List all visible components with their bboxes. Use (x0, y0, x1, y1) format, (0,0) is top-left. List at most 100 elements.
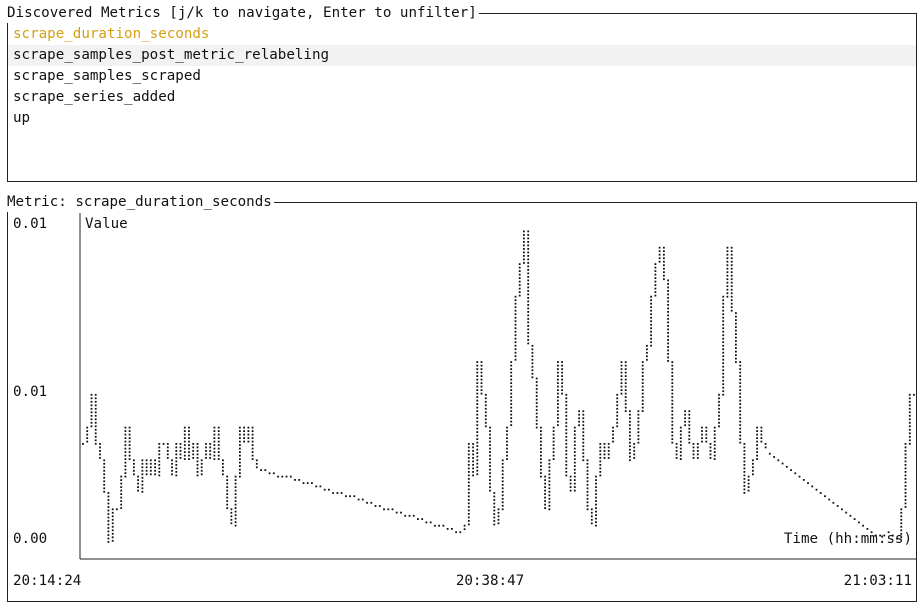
data-point (527, 258, 530, 261)
data-point (489, 454, 491, 457)
data-point (200, 459, 203, 462)
data-point (149, 469, 152, 472)
data-point (735, 350, 737, 353)
data-point (476, 448, 479, 451)
metric-item[interactable]: scrape_series_added (13, 89, 176, 105)
data-point (658, 250, 661, 253)
data-point (595, 493, 597, 495)
data-point (438, 524, 440, 527)
data-point (557, 410, 559, 412)
data-point (565, 397, 568, 400)
data-point (158, 464, 161, 466)
data-point (616, 404, 619, 407)
data-point (234, 479, 237, 481)
data-point (209, 443, 212, 445)
data-point (641, 403, 644, 405)
metric-item[interactable]: scrape_samples_scraped (13, 68, 201, 84)
data-point (713, 447, 716, 450)
metric-item[interactable]: scrape_samples_post_metric_relabeling (8, 45, 916, 66)
data-point (239, 468, 241, 471)
data-point (128, 454, 131, 457)
data-point (510, 375, 513, 377)
data-point (366, 501, 368, 504)
data-point (137, 482, 139, 485)
data-point (900, 515, 903, 518)
data-point (535, 391, 538, 394)
data-point (501, 494, 504, 497)
data-point (315, 485, 318, 488)
data-point (239, 472, 241, 474)
data-point (701, 437, 703, 439)
data-point (192, 450, 195, 452)
data-point (663, 246, 665, 249)
data-point (527, 342, 530, 345)
data-point (166, 450, 169, 452)
data-point (183, 447, 186, 450)
data-point (205, 453, 207, 456)
data-point (557, 375, 559, 377)
data-point (561, 389, 563, 391)
data-point (582, 452, 585, 455)
data-point (722, 330, 725, 333)
data-point (548, 480, 551, 483)
data-point (196, 464, 199, 466)
data-point (476, 413, 479, 416)
data-point (501, 469, 504, 472)
data-point (624, 399, 627, 402)
data-point (671, 385, 674, 388)
data-point (484, 400, 487, 403)
metric-item[interactable]: up (13, 110, 31, 126)
data-point (667, 356, 669, 359)
data-point (192, 453, 195, 456)
data-point (107, 492, 110, 494)
data-point (624, 389, 627, 391)
data-point (557, 399, 559, 402)
data-point (586, 459, 589, 462)
data-point (739, 399, 742, 402)
metric-item[interactable]: scrape_duration_seconds (13, 26, 210, 42)
data-point (637, 413, 640, 416)
data-point (145, 469, 148, 472)
data-point (688, 424, 691, 427)
data-point (217, 440, 220, 443)
data-point (467, 485, 470, 487)
data-point (637, 438, 640, 441)
data-point (107, 499, 110, 501)
data-point (472, 446, 474, 449)
data-point (624, 406, 627, 409)
data-point (565, 400, 568, 403)
data-point (573, 486, 576, 488)
data-point (671, 389, 674, 391)
data-point (196, 474, 199, 477)
data-point (663, 271, 665, 274)
data-point (472, 467, 474, 470)
data-point (650, 306, 652, 309)
data-point (730, 271, 733, 274)
data-point (586, 494, 589, 497)
data-point (531, 369, 534, 372)
data-point (603, 450, 606, 452)
data-point (722, 358, 725, 361)
data-point (624, 368, 627, 370)
data-point (573, 468, 576, 471)
data-point (476, 385, 479, 388)
data-point (667, 339, 669, 341)
data-point (569, 486, 572, 488)
data-point (90, 397, 93, 400)
data-point (175, 467, 178, 470)
data-point (667, 321, 669, 324)
data-point (735, 354, 737, 356)
data-point (141, 469, 144, 472)
data-point (535, 405, 538, 408)
data-point (158, 443, 161, 445)
data-point (900, 522, 903, 525)
data-point (544, 493, 546, 495)
data-point (527, 297, 530, 299)
data-point (726, 278, 729, 281)
data-point (90, 418, 93, 421)
data-point (735, 315, 737, 318)
data-point (667, 353, 669, 355)
data-point (200, 469, 203, 472)
data-point (128, 440, 131, 443)
data-point (573, 447, 576, 450)
